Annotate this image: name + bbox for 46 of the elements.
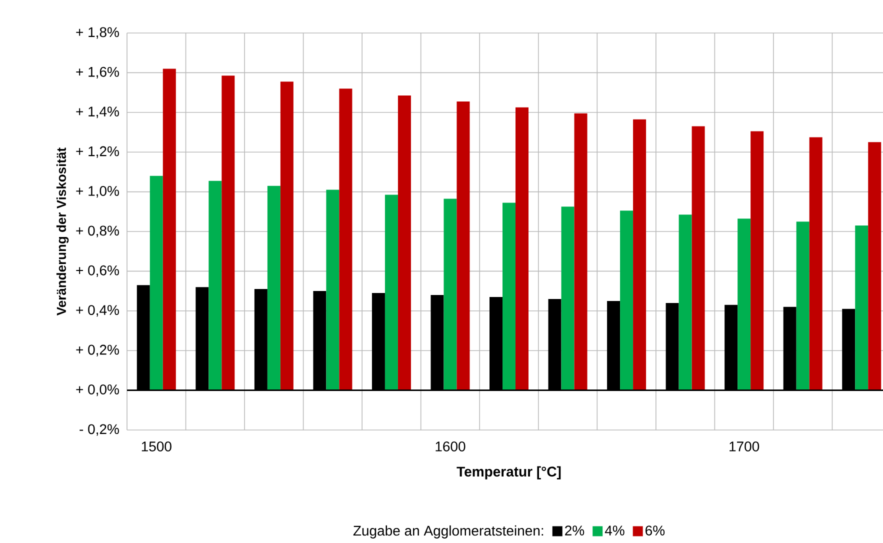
bar (339, 88, 352, 390)
bar (633, 119, 646, 390)
x-tick-label: 1700 (730, 442, 760, 452)
y-tick-label: + 0,8% (76, 226, 119, 238)
legend-title: Zugabe an Agglomeratsteinen: (353, 525, 544, 538)
y-tick-label: + 1,8% (76, 27, 119, 39)
bar (280, 82, 294, 390)
y-tick-label: + 1,4% (76, 106, 119, 118)
y-axis-title: Veränderung der Viskosität (56, 148, 69, 316)
y-tick-label: + 0,0% (76, 384, 119, 396)
bar (692, 126, 705, 390)
bar (809, 137, 822, 390)
bar (162, 68, 176, 390)
bar (855, 226, 868, 390)
bar (222, 76, 235, 390)
bar (868, 142, 882, 390)
x-axis-title: Temperatur [°C] (456, 466, 561, 480)
y-tick-label: + 1,6% (76, 66, 119, 78)
y-tick-label: + 0,4% (76, 305, 119, 317)
bar (208, 180, 222, 390)
bar (516, 107, 529, 390)
y-tick-label: - 0,2% (80, 424, 119, 436)
y-tick-label: + 1,0% (76, 186, 119, 198)
bar (384, 194, 398, 390)
bar (444, 198, 457, 390)
x-tick-label: 1600 (436, 442, 466, 452)
y-tick-label: + 1,2% (76, 146, 119, 158)
legend-label: 2% (565, 526, 584, 536)
bar (738, 218, 751, 390)
bar (456, 101, 470, 390)
bar (750, 131, 764, 390)
bar (150, 176, 163, 390)
bar (326, 190, 340, 390)
bar (796, 222, 810, 390)
bar (620, 210, 634, 390)
legend-label: 4% (604, 526, 624, 536)
bar (267, 186, 280, 390)
bar (502, 202, 516, 390)
bar (561, 206, 574, 390)
y-tick-label: + 0,6% (76, 265, 119, 277)
bar (398, 96, 411, 390)
legend-label: 6% (646, 526, 665, 536)
x-tick-label: 1500 (142, 442, 172, 452)
y-tick-label: + 0,2% (76, 344, 119, 356)
bar (574, 113, 588, 390)
bar (678, 214, 692, 390)
